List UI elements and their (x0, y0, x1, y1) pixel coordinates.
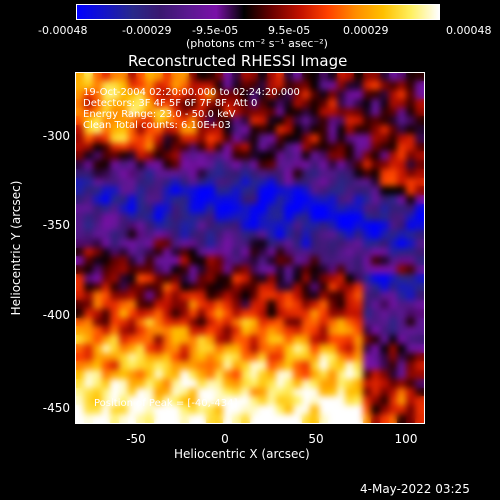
y-tick-4: -450 (42, 401, 70, 415)
info-line-time: 19-Oct-2004 02:20:00.000 to 02:24:20.000 (83, 87, 300, 98)
colorbar-tick-3: -9.5e-05 (192, 24, 239, 37)
colorbar-tick-1: -0.00048 (38, 24, 88, 37)
x-tick-1: -50 (126, 432, 146, 446)
info-line-detectors: Detectors: 3F 4F 5F 6F 7F 8F, Att 0 (83, 98, 258, 109)
image-title: Reconstructed RHESSI Image (128, 52, 348, 70)
colorbar-tick-4: 9.5e-05 (268, 24, 311, 37)
x-tick-2: 0 (221, 432, 229, 446)
y-tick-1: -300 (42, 129, 70, 143)
colorbar (76, 4, 440, 20)
colorbar-tick-2: -0.00029 (122, 24, 172, 37)
date-stamp: 4-May-2022 03:25 (360, 482, 470, 496)
y-tick-2: -350 (42, 218, 70, 232)
rhessi-heatmap (76, 73, 424, 423)
y-axis-label: Heliocentric Y (arcsec) (9, 180, 23, 316)
y-tick-3: -400 (42, 308, 70, 322)
info-line-energy: Energy Range: 23.0 - 50.0 keV (83, 109, 236, 120)
x-tick-4: 100 (394, 432, 418, 446)
x-axis-label: Heliocentric X (arcsec) (174, 447, 310, 461)
info-line-clean: Clean Total counts: 6.10E+03 (83, 120, 231, 131)
colorbar-tick-6: 0.00048 (446, 24, 492, 37)
colorbar-units: (photons cm⁻² s⁻¹ asec⁻²) (186, 37, 328, 50)
x-tick-3: 50 (308, 432, 324, 446)
peak-position-label: Position of Peak = [-40,-434] (94, 398, 238, 409)
colorbar-tick-5: 0.00029 (343, 24, 389, 37)
rhessi-image-plot: 19-Oct-2004 02:20:00.000 to 02:24:20.000… (75, 72, 425, 424)
